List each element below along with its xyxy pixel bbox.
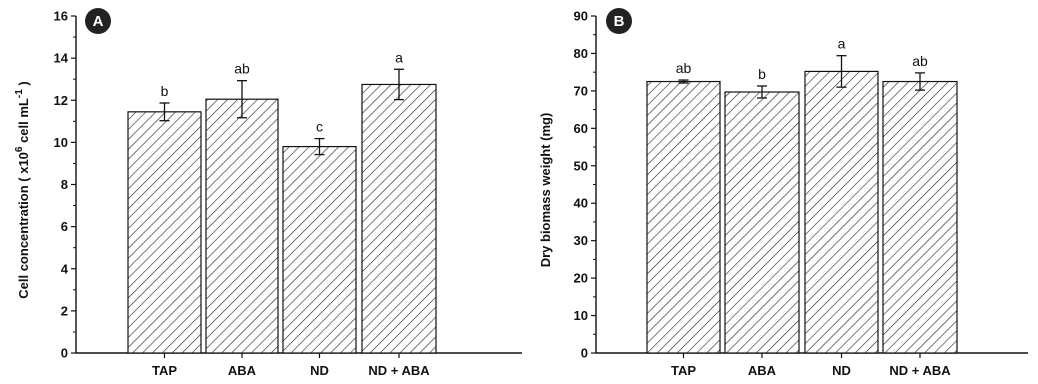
panel-a-significance-label: a bbox=[395, 49, 403, 65]
panel-a-y-tick-label: 0 bbox=[61, 346, 68, 361]
panel-a-y-tick-label: 10 bbox=[54, 135, 68, 150]
panel-a-y-tick-label: 2 bbox=[61, 303, 68, 318]
panel-b-chart: B Dry biomass weight (mg) 0 10 20 30 40 50 60 7… bbox=[538, 8, 1028, 378]
panel-b-y-tick-label: 90 bbox=[574, 9, 588, 24]
panel-b-y-tick-label: 30 bbox=[574, 233, 588, 248]
panel-b-significance-label: ab bbox=[912, 53, 928, 69]
panel-a-bar bbox=[282, 145, 357, 354]
panel-b-category-label: ND + ABA bbox=[889, 363, 951, 378]
panel-b-significance-label: b bbox=[758, 66, 766, 82]
panel-b-category-label: ND bbox=[832, 363, 851, 378]
panel-b-label: B bbox=[614, 13, 625, 30]
panel-a-y-tick-label: 14 bbox=[54, 51, 69, 66]
panel-b-bar bbox=[724, 91, 800, 354]
panel-a-category-label: ND + ABA bbox=[368, 363, 430, 378]
panel-a-category-label: ABA bbox=[228, 363, 257, 378]
panel-b-bar bbox=[882, 80, 958, 354]
panel-b-significance-label: a bbox=[838, 36, 846, 52]
panel-a-significance-label: b bbox=[161, 83, 169, 99]
panel-b-y-tick-label: 0 bbox=[581, 346, 588, 361]
panel-b-bar bbox=[804, 70, 879, 354]
panel-a-significance-label: c bbox=[316, 119, 323, 135]
panel-a-y-tick-label: 4 bbox=[61, 261, 69, 276]
panel-a-y-tick-label: 6 bbox=[61, 219, 68, 234]
panel-b-category-label: TAP bbox=[671, 363, 696, 378]
panel-b-y-tick-label: 40 bbox=[574, 196, 588, 211]
panel-a-category-label: TAP bbox=[152, 363, 177, 378]
panel-a-label: A bbox=[93, 13, 104, 30]
panel-a-badge bbox=[85, 8, 111, 34]
panel-b-category-label: ABA bbox=[748, 363, 777, 378]
panel-a-bar bbox=[205, 98, 279, 354]
panel-a-bar bbox=[361, 83, 437, 354]
panel-b-y-tick-label: 80 bbox=[574, 46, 588, 61]
panel-a-y-tick-label: 16 bbox=[54, 9, 68, 24]
panel-a-y-tick-label: 8 bbox=[61, 177, 68, 192]
panel-b-y-tick-label: 20 bbox=[574, 271, 588, 286]
panel-b-significance-label: ab bbox=[676, 60, 692, 76]
panel-a-chart: A Cell concentration ( x106 cell mL-1 ) … bbox=[14, 8, 522, 378]
panel-b-y-tick-label: 50 bbox=[574, 158, 588, 173]
panel-a-bar bbox=[127, 111, 202, 354]
panel-a-y-axis-label: Cell concentration ( x106 cell mL-1 ) bbox=[14, 81, 31, 299]
panel-b-y-tick-label: 60 bbox=[574, 121, 588, 136]
panel-b-bar bbox=[646, 80, 721, 354]
panel-b-y-tick-label: 70 bbox=[574, 83, 588, 98]
panel-b-y-tick-label: 10 bbox=[574, 308, 588, 323]
panel-a-category-label: ND bbox=[310, 363, 329, 378]
panel-a-significance-label: ab bbox=[234, 61, 250, 77]
panel-a-y-tick-label: 12 bbox=[54, 93, 68, 108]
panel-b-y-axis-label: Dry biomass weight (mg) bbox=[538, 113, 553, 268]
panel-b-badge bbox=[606, 8, 632, 34]
